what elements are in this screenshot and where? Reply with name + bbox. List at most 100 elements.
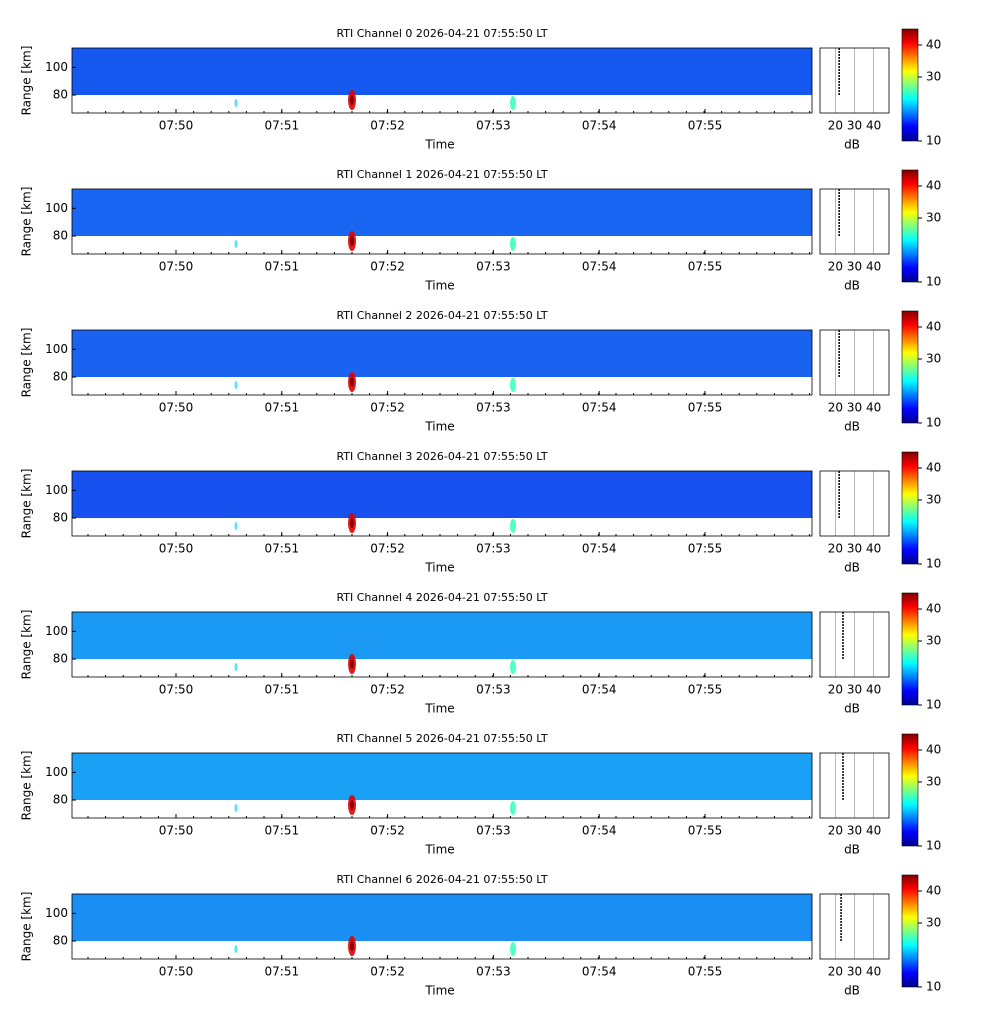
profile-frame	[819, 611, 890, 678]
profile-frame	[819, 470, 890, 537]
x-tick-label: 07:53	[476, 119, 511, 133]
plot-frame	[71, 188, 813, 255]
profile-axis-label: dB	[844, 702, 860, 716]
y-tick-label: 100	[45, 765, 68, 779]
echo	[510, 237, 516, 251]
colorbar	[901, 733, 919, 847]
echo	[234, 381, 238, 389]
profile-tick-label: 20	[828, 965, 843, 979]
x-tick-label: 07:54	[582, 542, 617, 556]
echo	[234, 240, 238, 248]
profile-tick-label: 30	[847, 542, 862, 556]
x-tick-label: 07:55	[688, 824, 723, 838]
plot-frame	[71, 470, 813, 537]
colorbar-tick-label: 40	[926, 743, 941, 757]
echo	[350, 659, 354, 669]
x-tick-label: 07:52	[370, 401, 405, 415]
x-tick-label: 07:55	[688, 965, 723, 979]
chart-title: RTI Channel 3 2026-04-21 07:55:50 LT	[336, 450, 547, 463]
profile-frame	[819, 752, 890, 819]
heatmap-cells	[72, 894, 812, 942]
y-axis-label: Range [km]	[20, 892, 34, 962]
profile-tick-label: 40	[866, 683, 881, 697]
echo	[350, 800, 354, 810]
colorbar-tick-label: 40	[926, 602, 941, 616]
profile-frame	[819, 188, 890, 255]
colorbar-tick-label: 10	[926, 275, 941, 289]
y-tick-label: 100	[45, 60, 68, 74]
profile-tick-label: 30	[847, 119, 862, 133]
profile-tick-label: 20	[828, 824, 843, 838]
echo	[234, 663, 238, 671]
y-axis-label: Range [km]	[20, 187, 34, 257]
colorbar-tick-label: 30	[926, 916, 941, 930]
profile-tick-label: 30	[847, 824, 862, 838]
profile-tick-label: 20	[828, 260, 843, 274]
echo	[350, 941, 354, 951]
x-tick-label: 07:52	[370, 119, 405, 133]
x-tick-label: 07:51	[265, 260, 300, 274]
x-tick-label: 07:50	[159, 401, 194, 415]
x-tick-label: 07:55	[688, 401, 723, 415]
profile-frame	[819, 329, 890, 396]
colorbar-tick-label: 10	[926, 839, 941, 853]
colorbar-tick-label: 40	[926, 38, 941, 52]
colorbar-tick-label: 40	[926, 320, 941, 334]
plot-frame	[71, 611, 813, 678]
echo	[510, 378, 516, 392]
colorbar-tick-label: 10	[926, 557, 941, 571]
profile-axis-label: dB	[844, 561, 860, 575]
x-tick-label: 07:51	[265, 824, 300, 838]
y-tick-label: 100	[45, 624, 68, 638]
x-tick-label: 07:50	[159, 683, 194, 697]
profile-tick-label: 30	[847, 965, 862, 979]
colorbar	[901, 310, 919, 424]
x-axis-label: Time	[424, 279, 454, 293]
colorbar-tick-label: 30	[926, 352, 941, 366]
heatmap-cells	[72, 48, 812, 96]
x-tick-label: 07:52	[370, 965, 405, 979]
echo	[510, 519, 516, 533]
chart-title: RTI Channel 2 2026-04-21 07:55:50 LT	[336, 309, 547, 322]
colorbar-tick-label: 40	[926, 461, 941, 475]
heatmap-cells	[72, 753, 812, 801]
x-tick-label: 07:50	[159, 542, 194, 556]
x-tick-label: 07:54	[582, 119, 617, 133]
plot-frame	[71, 47, 813, 114]
x-tick-label: 07:54	[582, 824, 617, 838]
echo	[234, 945, 238, 953]
profile-tick-label: 40	[866, 542, 881, 556]
y-tick-label: 100	[45, 201, 68, 215]
plot-frame	[71, 752, 813, 819]
profile-tick-label: 20	[828, 401, 843, 415]
x-tick-label: 07:51	[265, 401, 300, 415]
x-tick-label: 07:54	[582, 683, 617, 697]
chart-title: RTI Channel 4 2026-04-21 07:55:50 LT	[336, 591, 547, 604]
y-axis-label: Range [km]	[20, 46, 34, 116]
profile-frame	[819, 47, 890, 114]
profile-tick-label: 20	[828, 683, 843, 697]
x-axis-label: Time	[424, 984, 454, 998]
echo	[350, 95, 354, 105]
x-tick-label: 07:52	[370, 683, 405, 697]
colorbar	[901, 592, 919, 706]
echo	[510, 96, 516, 110]
y-axis-label: Range [km]	[20, 328, 34, 398]
profile-axis-label: dB	[844, 138, 860, 152]
plot-frame	[71, 329, 813, 396]
chart-title: RTI Channel 6 2026-04-21 07:55:50 LT	[336, 873, 547, 886]
y-axis-label: Range [km]	[20, 610, 34, 680]
y-tick-label: 80	[53, 511, 68, 525]
heatmap-cells	[72, 330, 812, 378]
heatmap-cells	[72, 189, 812, 237]
colorbar-tick-label: 10	[926, 416, 941, 430]
x-tick-label: 07:54	[582, 260, 617, 274]
colorbar	[901, 28, 919, 142]
x-tick-label: 07:53	[476, 542, 511, 556]
y-tick-label: 80	[53, 652, 68, 666]
colorbar-tick-label: 30	[926, 634, 941, 648]
y-axis-label: Range [km]	[20, 751, 34, 821]
x-tick-label: 07:52	[370, 824, 405, 838]
profile-tick-label: 40	[866, 260, 881, 274]
profile-tick-label: 30	[847, 260, 862, 274]
